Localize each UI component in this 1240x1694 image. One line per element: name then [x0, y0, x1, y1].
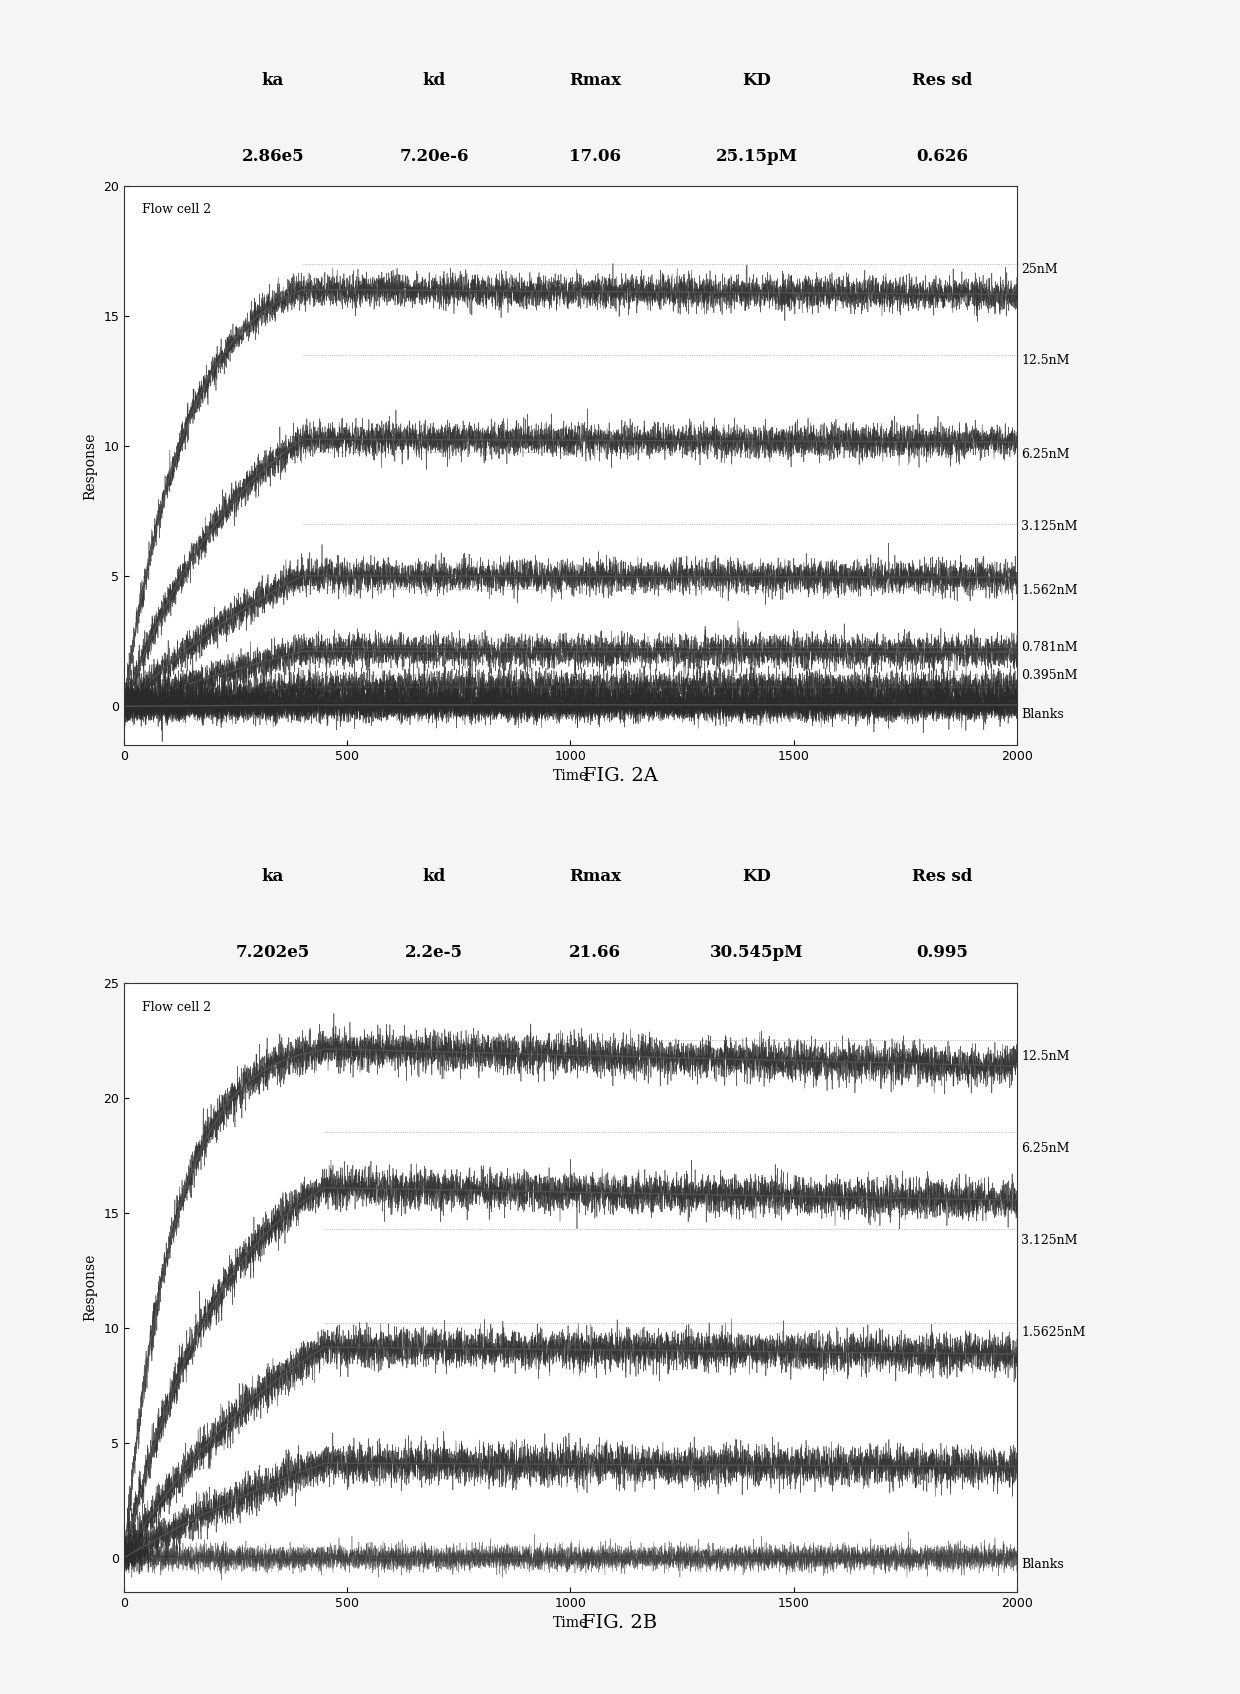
Text: 0.995: 0.995: [916, 944, 968, 960]
Text: KD: KD: [742, 869, 771, 886]
Text: 1.5625nM: 1.5625nM: [1022, 1326, 1086, 1338]
Text: 1.562nM: 1.562nM: [1022, 584, 1078, 598]
Text: 0.395nM: 0.395nM: [1022, 669, 1078, 683]
Text: 2.2e-5: 2.2e-5: [405, 944, 463, 960]
Text: Flow cell 2: Flow cell 2: [141, 203, 211, 217]
Text: 0.781nM: 0.781nM: [1022, 640, 1078, 654]
Y-axis label: Response: Response: [84, 432, 98, 500]
Text: 6.25nM: 6.25nM: [1022, 447, 1070, 461]
Text: 12.5nM: 12.5nM: [1022, 1050, 1070, 1062]
Text: 25nM: 25nM: [1022, 263, 1058, 276]
Text: kd: kd: [423, 73, 445, 90]
Text: Rmax: Rmax: [569, 73, 621, 90]
Text: 6.25nM: 6.25nM: [1022, 1142, 1070, 1155]
Text: Blanks: Blanks: [1022, 708, 1064, 720]
Text: kd: kd: [423, 869, 445, 886]
Text: 7.202e5: 7.202e5: [236, 944, 310, 960]
Text: 2.86e5: 2.86e5: [242, 147, 304, 164]
Text: Rmax: Rmax: [569, 869, 621, 886]
Text: Flow cell 2: Flow cell 2: [141, 1001, 211, 1013]
Text: KD: KD: [742, 73, 771, 90]
Text: 30.545pM: 30.545pM: [709, 944, 804, 960]
Text: ka: ka: [262, 869, 284, 886]
Text: 3.125nM: 3.125nM: [1022, 520, 1078, 534]
Text: FIG. 2B: FIG. 2B: [583, 1614, 657, 1631]
Text: Blanks: Blanks: [1022, 1558, 1064, 1572]
X-axis label: Time: Time: [553, 769, 588, 783]
Text: 3.125nM: 3.125nM: [1022, 1233, 1078, 1247]
Text: 21.66: 21.66: [569, 944, 621, 960]
Text: FIG. 2A: FIG. 2A: [583, 767, 657, 784]
Y-axis label: Response: Response: [84, 1254, 98, 1321]
Text: ka: ka: [262, 73, 284, 90]
Text: 0.626: 0.626: [916, 147, 968, 164]
Text: Res sd: Res sd: [913, 73, 972, 90]
Text: Res sd: Res sd: [913, 869, 972, 886]
Text: 7.20e-6: 7.20e-6: [399, 147, 469, 164]
Text: 17.06: 17.06: [569, 147, 621, 164]
X-axis label: Time: Time: [553, 1616, 588, 1630]
Text: 25.15pM: 25.15pM: [715, 147, 797, 164]
Text: 12.5nM: 12.5nM: [1022, 354, 1070, 368]
